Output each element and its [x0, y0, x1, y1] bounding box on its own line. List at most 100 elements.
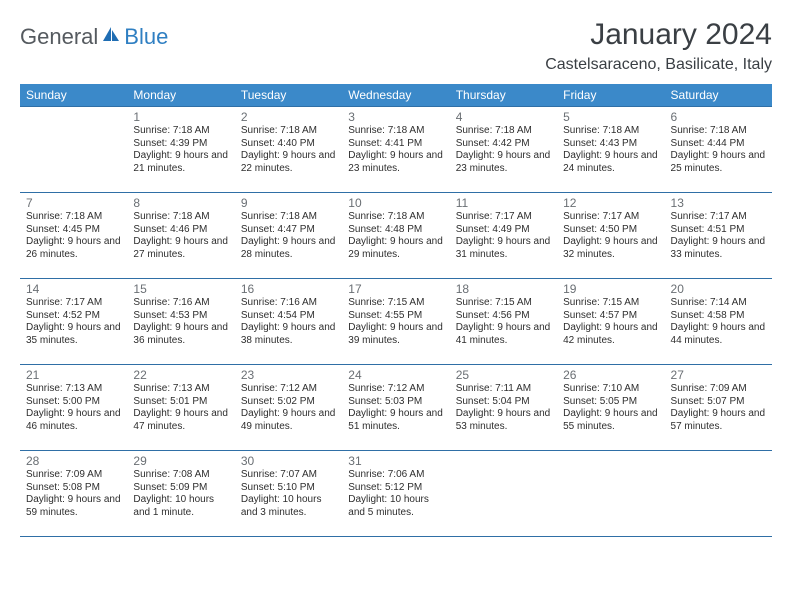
sunrise-text: Sunrise: 7:15 AM [456, 297, 551, 310]
calendar-day-cell: 30Sunrise: 7:07 AMSunset: 5:10 PMDayligh… [235, 451, 342, 537]
day-details: Sunrise: 7:18 AMSunset: 4:41 PMDaylight:… [348, 125, 443, 175]
day-number: 31 [348, 454, 443, 468]
calendar-day-cell: 5Sunrise: 7:18 AMSunset: 4:43 PMDaylight… [557, 107, 664, 193]
day-number: 28 [26, 454, 121, 468]
sunrise-text: Sunrise: 7:09 AM [671, 383, 766, 396]
day-number: 20 [671, 282, 766, 296]
weekday-header: Monday [127, 84, 234, 107]
day-details: Sunrise: 7:17 AMSunset: 4:49 PMDaylight:… [456, 211, 551, 261]
sunrise-text: Sunrise: 7:08 AM [133, 469, 228, 482]
day-details: Sunrise: 7:15 AMSunset: 4:56 PMDaylight:… [456, 297, 551, 347]
daylight-text: Daylight: 9 hours and 21 minutes. [133, 150, 228, 175]
day-number: 12 [563, 196, 658, 210]
sunset-text: Sunset: 4:44 PM [671, 138, 766, 151]
daylight-text: Daylight: 9 hours and 24 minutes. [563, 150, 658, 175]
sunset-text: Sunset: 4:39 PM [133, 138, 228, 151]
calendar-day-cell: 9Sunrise: 7:18 AMSunset: 4:47 PMDaylight… [235, 193, 342, 279]
daylight-text: Daylight: 9 hours and 32 minutes. [563, 236, 658, 261]
day-number: 23 [241, 368, 336, 382]
daylight-text: Daylight: 9 hours and 41 minutes. [456, 322, 551, 347]
sunrise-text: Sunrise: 7:18 AM [348, 125, 443, 138]
sunrise-text: Sunrise: 7:12 AM [348, 383, 443, 396]
sunset-text: Sunset: 5:01 PM [133, 396, 228, 409]
calendar-day-cell: 8Sunrise: 7:18 AMSunset: 4:46 PMDaylight… [127, 193, 234, 279]
daylight-text: Daylight: 9 hours and 23 minutes. [456, 150, 551, 175]
day-details: Sunrise: 7:12 AMSunset: 5:02 PMDaylight:… [241, 383, 336, 433]
calendar-day-cell: 17Sunrise: 7:15 AMSunset: 4:55 PMDayligh… [342, 279, 449, 365]
month-title: January 2024 [545, 18, 772, 52]
calendar-page: General Blue January 2024 Castelsaraceno… [0, 0, 792, 547]
sunset-text: Sunset: 5:03 PM [348, 396, 443, 409]
sunset-text: Sunset: 4:51 PM [671, 224, 766, 237]
daylight-text: Daylight: 9 hours and 49 minutes. [241, 408, 336, 433]
sunset-text: Sunset: 4:58 PM [671, 310, 766, 323]
daylight-text: Daylight: 9 hours and 35 minutes. [26, 322, 121, 347]
sunset-text: Sunset: 4:47 PM [241, 224, 336, 237]
sunset-text: Sunset: 4:50 PM [563, 224, 658, 237]
day-number: 14 [26, 282, 121, 296]
calendar-day-cell: 29Sunrise: 7:08 AMSunset: 5:09 PMDayligh… [127, 451, 234, 537]
daylight-text: Daylight: 9 hours and 55 minutes. [563, 408, 658, 433]
calendar-day-cell: 31Sunrise: 7:06 AMSunset: 5:12 PMDayligh… [342, 451, 449, 537]
calendar-day-cell: 28Sunrise: 7:09 AMSunset: 5:08 PMDayligh… [20, 451, 127, 537]
day-details: Sunrise: 7:09 AMSunset: 5:08 PMDaylight:… [26, 469, 121, 519]
sunrise-text: Sunrise: 7:18 AM [671, 125, 766, 138]
daylight-text: Daylight: 9 hours and 38 minutes. [241, 322, 336, 347]
day-details: Sunrise: 7:18 AMSunset: 4:47 PMDaylight:… [241, 211, 336, 261]
sunset-text: Sunset: 5:04 PM [456, 396, 551, 409]
calendar-day-cell: 3Sunrise: 7:18 AMSunset: 4:41 PMDaylight… [342, 107, 449, 193]
daylight-text: Daylight: 9 hours and 59 minutes. [26, 494, 121, 519]
day-number: 16 [241, 282, 336, 296]
calendar-week-row: 21Sunrise: 7:13 AMSunset: 5:00 PMDayligh… [20, 365, 772, 451]
calendar-day-cell: 15Sunrise: 7:16 AMSunset: 4:53 PMDayligh… [127, 279, 234, 365]
day-number: 26 [563, 368, 658, 382]
sunrise-text: Sunrise: 7:18 AM [241, 211, 336, 224]
daylight-text: Daylight: 9 hours and 47 minutes. [133, 408, 228, 433]
day-number: 11 [456, 196, 551, 210]
calendar-day-cell: 7Sunrise: 7:18 AMSunset: 4:45 PMDaylight… [20, 193, 127, 279]
daylight-text: Daylight: 9 hours and 31 minutes. [456, 236, 551, 261]
day-number: 9 [241, 196, 336, 210]
weekday-header: Wednesday [342, 84, 449, 107]
calendar-empty-cell [557, 451, 664, 537]
day-details: Sunrise: 7:18 AMSunset: 4:40 PMDaylight:… [241, 125, 336, 175]
sunset-text: Sunset: 4:40 PM [241, 138, 336, 151]
day-number: 21 [26, 368, 121, 382]
daylight-text: Daylight: 9 hours and 36 minutes. [133, 322, 228, 347]
weekday-row: SundayMondayTuesdayWednesdayThursdayFrid… [20, 84, 772, 107]
day-number: 27 [671, 368, 766, 382]
daylight-text: Daylight: 9 hours and 51 minutes. [348, 408, 443, 433]
calendar-body: 1Sunrise: 7:18 AMSunset: 4:39 PMDaylight… [20, 107, 772, 537]
day-number: 25 [456, 368, 551, 382]
calendar-day-cell: 14Sunrise: 7:17 AMSunset: 4:52 PMDayligh… [20, 279, 127, 365]
day-number: 5 [563, 110, 658, 124]
day-details: Sunrise: 7:18 AMSunset: 4:46 PMDaylight:… [133, 211, 228, 261]
daylight-text: Daylight: 10 hours and 3 minutes. [241, 494, 336, 519]
calendar-day-cell: 19Sunrise: 7:15 AMSunset: 4:57 PMDayligh… [557, 279, 664, 365]
sunset-text: Sunset: 5:12 PM [348, 482, 443, 495]
daylight-text: Daylight: 9 hours and 53 minutes. [456, 408, 551, 433]
daylight-text: Daylight: 9 hours and 26 minutes. [26, 236, 121, 261]
calendar-empty-cell [20, 107, 127, 193]
sunset-text: Sunset: 5:07 PM [671, 396, 766, 409]
day-details: Sunrise: 7:11 AMSunset: 5:04 PMDaylight:… [456, 383, 551, 433]
calendar-day-cell: 22Sunrise: 7:13 AMSunset: 5:01 PMDayligh… [127, 365, 234, 451]
calendar-day-cell: 1Sunrise: 7:18 AMSunset: 4:39 PMDaylight… [127, 107, 234, 193]
calendar-day-cell: 25Sunrise: 7:11 AMSunset: 5:04 PMDayligh… [450, 365, 557, 451]
daylight-text: Daylight: 9 hours and 33 minutes. [671, 236, 766, 261]
sunrise-text: Sunrise: 7:18 AM [133, 211, 228, 224]
sunset-text: Sunset: 5:10 PM [241, 482, 336, 495]
day-details: Sunrise: 7:17 AMSunset: 4:52 PMDaylight:… [26, 297, 121, 347]
day-details: Sunrise: 7:13 AMSunset: 5:01 PMDaylight:… [133, 383, 228, 433]
sunset-text: Sunset: 4:42 PM [456, 138, 551, 151]
sunrise-text: Sunrise: 7:16 AM [241, 297, 336, 310]
sunset-text: Sunset: 5:08 PM [26, 482, 121, 495]
daylight-text: Daylight: 9 hours and 23 minutes. [348, 150, 443, 175]
day-details: Sunrise: 7:16 AMSunset: 4:53 PMDaylight:… [133, 297, 228, 347]
day-details: Sunrise: 7:07 AMSunset: 5:10 PMDaylight:… [241, 469, 336, 519]
sunrise-text: Sunrise: 7:18 AM [456, 125, 551, 138]
daylight-text: Daylight: 9 hours and 42 minutes. [563, 322, 658, 347]
day-details: Sunrise: 7:08 AMSunset: 5:09 PMDaylight:… [133, 469, 228, 519]
day-details: Sunrise: 7:18 AMSunset: 4:45 PMDaylight:… [26, 211, 121, 261]
sunrise-text: Sunrise: 7:17 AM [456, 211, 551, 224]
